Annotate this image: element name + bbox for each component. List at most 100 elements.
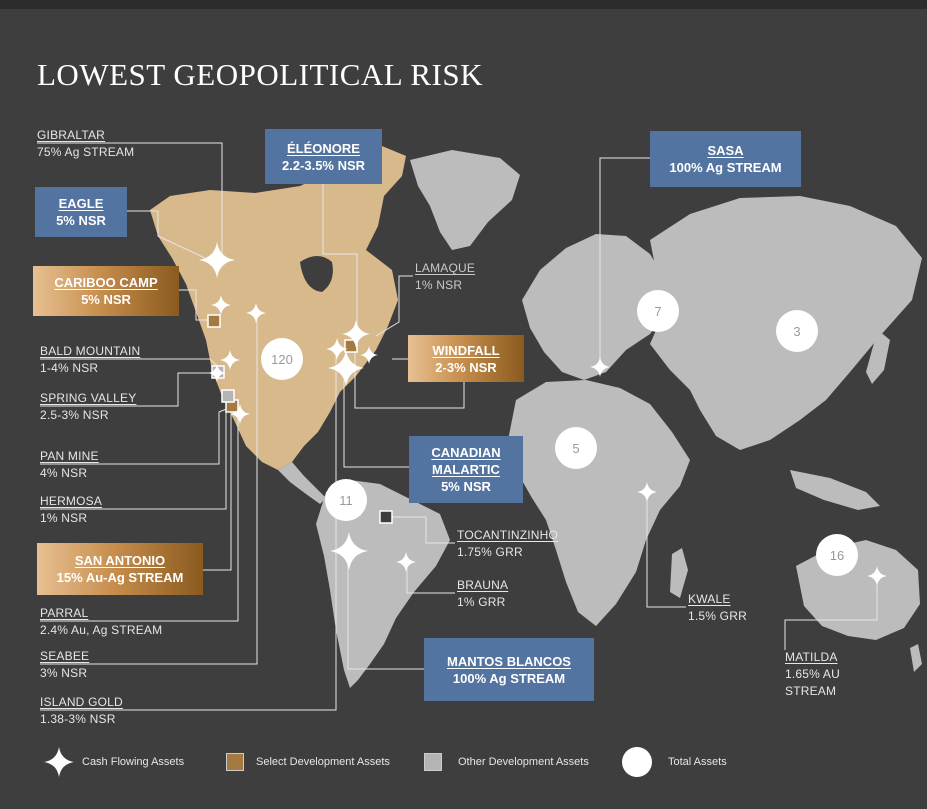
box-san-antonio: SAN ANTONIO 15% Au-Ag STREAM (37, 543, 203, 595)
label-spring-valley-name: SPRING VALLEY (40, 391, 137, 405)
label-matilda-name: MATILDA (785, 650, 838, 664)
label-bald-mountain: BALD MOUNTAIN 1-4% NSR (40, 343, 140, 377)
label-bald-mountain-name: BALD MOUNTAIN (40, 344, 141, 358)
box-eleonore-detail: 2.2-3.5% NSR (281, 157, 366, 173)
box-canadian-malartic-name: CANADIAN MALARTIC (431, 445, 501, 477)
other-development-marker-pan-mine (221, 389, 235, 403)
legend-other-development: Other Development Assets (424, 747, 589, 777)
box-windfall: WINDFALL 2-3% NSR (408, 335, 524, 382)
label-lamaque-name: LAMAQUE (415, 261, 476, 275)
legend-select-development-label: Select Development Assets (256, 756, 390, 768)
label-gibraltar-detail: 75% Ag STREAM (37, 145, 135, 159)
legend-other-development-label: Other Development Assets (458, 756, 589, 768)
star-icon (44, 747, 74, 777)
other-development-marker-tocantinzinho (379, 510, 393, 524)
select-development-marker-windfall (344, 339, 358, 353)
select-development-marker-cariboo (207, 314, 221, 328)
legend-cash-flowing-label: Cash Flowing Assets (82, 756, 185, 768)
label-matilda-detail: 1.65% AU STREAM (785, 667, 840, 698)
box-sasa-name: SASA (707, 143, 744, 158)
box-sasa-detail: 100% Ag STREAM (669, 160, 782, 175)
label-gibraltar-name: GIBRALTAR (37, 128, 106, 142)
label-lamaque: LAMAQUE 1% NSR (415, 260, 475, 294)
japan-island (866, 330, 890, 384)
label-brauna-name: BRAUNA (457, 578, 509, 592)
box-mantos-blancos-name: MANTOS BLANCOS (447, 653, 571, 669)
label-tocantinzinho-name: TOCANTINZINHO (457, 528, 559, 542)
label-brauna: BRAUNA 1% GRR (457, 577, 508, 611)
label-hermosa: HERMOSA 1% NSR (40, 493, 102, 527)
label-kwale: KWALE 1.5% GRR (688, 591, 747, 625)
label-tocantinzinho: TOCANTINZINHO 1.75% GRR (457, 527, 558, 561)
box-sasa: SASA 100% Ag STREAM (650, 131, 801, 187)
legend-select-development: Select Development Assets (226, 747, 390, 777)
other-development-swatch-icon (424, 753, 442, 771)
legend-total-assets-label: Total Assets (668, 756, 727, 768)
box-canadian-malartic: CANADIAN MALARTIC 5% NSR (409, 436, 523, 503)
label-seabee-detail: 3% NSR (40, 666, 88, 680)
box-cariboo-camp-name: CARIBOO CAMP (54, 275, 158, 290)
central-america-landmass (278, 462, 326, 504)
label-tocantinzinho-detail: 1.75% GRR (457, 545, 523, 559)
label-pan-mine: PAN MINE 4% NSR (40, 448, 99, 482)
box-mantos-blancos: MANTOS BLANCOS 100% Ag STREAM (424, 638, 594, 701)
new-zealand-island (910, 644, 922, 672)
top-bar (0, 0, 927, 9)
australia-landmass (796, 540, 920, 640)
box-eagle-name: EAGLE (58, 196, 104, 211)
label-hermosa-name: HERMOSA (40, 494, 103, 508)
box-san-antonio-detail: 15% Au-Ag STREAM (56, 570, 184, 585)
label-pan-mine-detail: 4% NSR (40, 466, 88, 480)
total-assets-asia: 3 (776, 310, 818, 352)
north-america-landmass (150, 146, 406, 470)
label-spring-valley: SPRING VALLEY 2.5-3% NSR (40, 390, 136, 424)
box-eagle-detail: 5% NSR (56, 213, 106, 228)
south-america-landmass (316, 480, 450, 688)
page-title: LOWEST GEOPOLITICAL RISK (37, 57, 483, 92)
select-development-swatch-icon (226, 753, 244, 771)
box-windfall-name: WINDFALL (432, 342, 500, 358)
legend-total-assets: Total Assets (622, 747, 727, 777)
label-seabee-name: SEABEE (40, 649, 90, 663)
box-san-antonio-name: SAN ANTONIO (74, 553, 166, 568)
label-brauna-detail: 1% GRR (457, 595, 506, 609)
total-assets-europe: 7 (637, 290, 679, 332)
total-assets-south-america: 11 (325, 479, 367, 521)
total-assets-australia: 16 (816, 534, 858, 576)
greenland-landmass (410, 150, 520, 250)
label-island-gold-name: ISLAND GOLD (40, 695, 123, 709)
label-lamaque-detail: 1% NSR (415, 278, 463, 292)
label-island-gold: ISLAND GOLD 1.38-3% NSR (40, 694, 123, 728)
total-assets-circle-icon (622, 747, 652, 777)
europe-landmass (522, 234, 668, 380)
leader-lines (37, 142, 878, 711)
label-pan-mine-name: PAN MINE (40, 449, 99, 463)
hudson-bay (300, 256, 333, 292)
label-island-gold-detail: 1.38-3% NSR (40, 712, 116, 726)
southeast-asia-islands (790, 470, 880, 510)
label-gibraltar: GIBRALTAR 75% Ag STREAM (37, 127, 134, 161)
box-eagle: EAGLE 5% NSR (35, 187, 127, 237)
label-kwale-name: KWALE (688, 592, 731, 606)
box-canadian-malartic-detail: 5% NSR (441, 479, 491, 494)
box-eleonore-name: ÉLÉONORE (287, 140, 360, 156)
box-windfall-detail: 2-3% NSR (435, 359, 497, 375)
label-seabee: SEABEE 3% NSR (40, 648, 89, 682)
box-cariboo-camp: CARIBOO CAMP 5% NSR (33, 266, 179, 316)
legend-cash-flowing: Cash Flowing Assets (44, 747, 184, 777)
label-bald-mountain-detail: 1-4% NSR (40, 361, 99, 375)
total-assets-north-america: 120 (261, 338, 303, 380)
label-parral-name: PARRAL (40, 606, 89, 620)
label-parral: PARRAL 2.4% Au, Ag STREAM (40, 605, 162, 639)
label-parral-detail: 2.4% Au, Ag STREAM (40, 623, 163, 637)
box-mantos-blancos-detail: 100% Ag STREAM (452, 670, 566, 686)
label-spring-valley-detail: 2.5-3% NSR (40, 408, 109, 422)
label-hermosa-detail: 1% NSR (40, 511, 88, 525)
madagascar-island (670, 548, 688, 598)
africa-landmass (508, 380, 690, 626)
box-eleonore: ÉLÉONORE 2.2-3.5% NSR (265, 129, 382, 184)
label-kwale-detail: 1.5% GRR (688, 609, 747, 623)
label-matilda: MATILDA 1.65% AU STREAM (785, 649, 875, 700)
total-assets-africa: 5 (555, 427, 597, 469)
box-cariboo-camp-detail: 5% NSR (81, 292, 131, 307)
